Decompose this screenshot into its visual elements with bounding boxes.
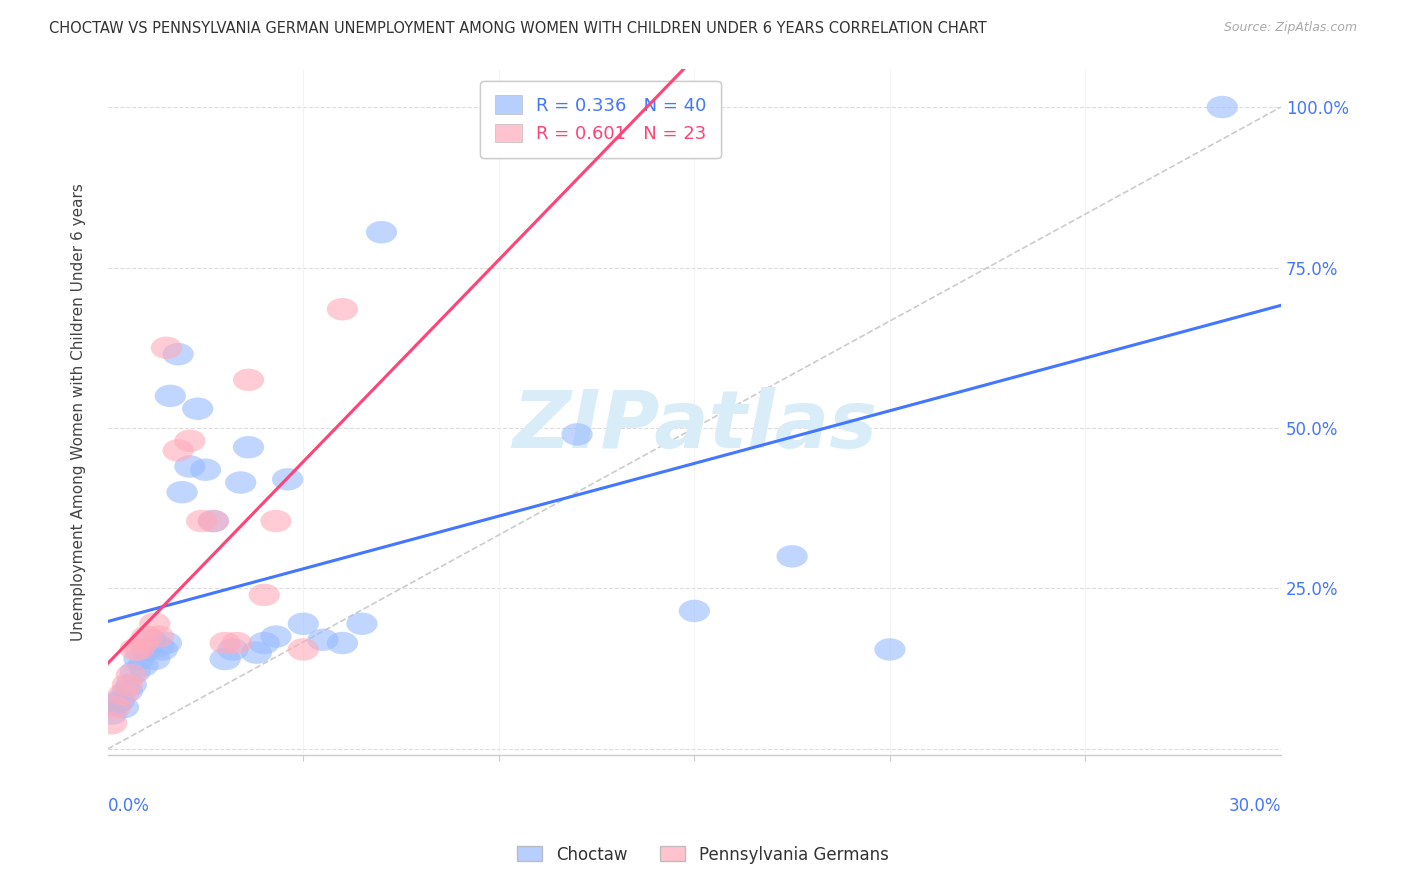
Ellipse shape	[163, 343, 194, 366]
Ellipse shape	[120, 638, 150, 661]
Text: 0.0%: 0.0%	[108, 797, 149, 814]
Ellipse shape	[198, 510, 229, 533]
Ellipse shape	[240, 641, 271, 664]
Ellipse shape	[143, 625, 174, 648]
Ellipse shape	[186, 510, 218, 533]
Ellipse shape	[115, 664, 146, 686]
Ellipse shape	[679, 599, 710, 622]
Ellipse shape	[209, 632, 240, 654]
Y-axis label: Unemployment Among Women with Children Under 6 years: Unemployment Among Women with Children U…	[72, 183, 86, 640]
Ellipse shape	[326, 632, 359, 654]
Ellipse shape	[128, 654, 159, 677]
Ellipse shape	[155, 384, 186, 407]
Ellipse shape	[96, 712, 128, 734]
Ellipse shape	[249, 583, 280, 606]
Ellipse shape	[209, 648, 240, 670]
Ellipse shape	[150, 336, 181, 359]
Ellipse shape	[307, 629, 339, 651]
Ellipse shape	[111, 673, 143, 696]
Ellipse shape	[346, 613, 378, 635]
Legend: Choctaw, Pennsylvania Germans: Choctaw, Pennsylvania Germans	[510, 839, 896, 871]
Text: 30.0%: 30.0%	[1229, 797, 1281, 814]
Ellipse shape	[174, 455, 205, 478]
Ellipse shape	[120, 661, 150, 683]
Ellipse shape	[260, 625, 291, 648]
Ellipse shape	[260, 510, 291, 533]
Ellipse shape	[96, 702, 128, 725]
Ellipse shape	[108, 683, 139, 706]
Ellipse shape	[233, 436, 264, 458]
Ellipse shape	[111, 680, 143, 702]
Ellipse shape	[366, 221, 396, 244]
Ellipse shape	[143, 635, 174, 657]
Ellipse shape	[108, 696, 139, 718]
Ellipse shape	[1206, 95, 1237, 119]
Ellipse shape	[233, 368, 264, 391]
Ellipse shape	[249, 632, 280, 654]
Ellipse shape	[139, 648, 170, 670]
Ellipse shape	[225, 471, 256, 494]
Ellipse shape	[181, 398, 214, 420]
Ellipse shape	[288, 613, 319, 635]
Ellipse shape	[131, 625, 163, 648]
Ellipse shape	[561, 423, 593, 446]
Ellipse shape	[128, 632, 159, 654]
Ellipse shape	[115, 673, 146, 696]
Ellipse shape	[190, 458, 221, 481]
Text: Source: ZipAtlas.com: Source: ZipAtlas.com	[1223, 21, 1357, 35]
Legend: R = 0.336   N = 40, R = 0.601   N = 23: R = 0.336 N = 40, R = 0.601 N = 23	[479, 81, 721, 158]
Ellipse shape	[124, 648, 155, 670]
Ellipse shape	[139, 613, 170, 635]
Ellipse shape	[218, 638, 249, 661]
Ellipse shape	[100, 696, 131, 718]
Ellipse shape	[174, 430, 205, 452]
Text: ZIPatlas: ZIPatlas	[512, 386, 877, 465]
Ellipse shape	[150, 632, 181, 654]
Ellipse shape	[135, 629, 166, 651]
Text: CHOCTAW VS PENNSYLVANIA GERMAN UNEMPLOYMENT AMONG WOMEN WITH CHILDREN UNDER 6 YE: CHOCTAW VS PENNSYLVANIA GERMAN UNEMPLOYM…	[49, 21, 987, 37]
Ellipse shape	[146, 638, 179, 661]
Ellipse shape	[326, 298, 359, 320]
Ellipse shape	[131, 638, 163, 661]
Ellipse shape	[100, 693, 131, 715]
Ellipse shape	[875, 638, 905, 661]
Ellipse shape	[198, 510, 229, 533]
Ellipse shape	[104, 690, 135, 712]
Ellipse shape	[288, 638, 319, 661]
Ellipse shape	[124, 638, 155, 661]
Ellipse shape	[776, 545, 808, 567]
Ellipse shape	[221, 632, 253, 654]
Ellipse shape	[163, 439, 194, 462]
Ellipse shape	[271, 468, 304, 491]
Ellipse shape	[166, 481, 198, 503]
